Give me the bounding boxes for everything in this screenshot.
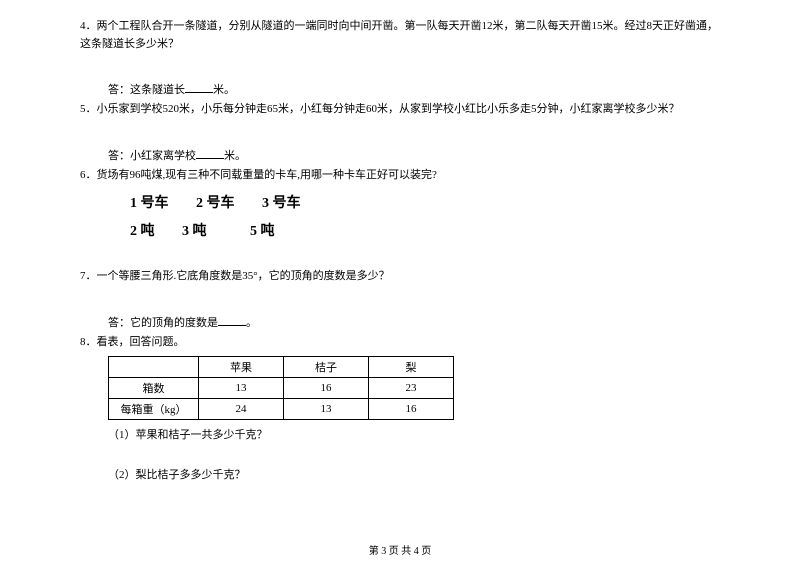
truck-3-label: 3 号车 [262,192,301,212]
table-row: 每箱重（kg） 24 13 16 [109,398,454,419]
q8-table: 苹果 桔子 梨 箱数 13 16 23 每箱重（kg） 24 13 16 [108,356,454,420]
th-orange: 桔子 [284,356,369,377]
q5-answer: 答：小红家离学校 米。 [108,147,720,163]
q5-answer-prefix: 答：小红家离学校 [108,150,196,162]
question-4: 4．两个工程队合开一条隧道，分别从隧道的一端同时向中间开凿。第一队每天开凿12米… [80,18,720,53]
table-row: 箱数 13 16 23 [109,377,454,398]
r1c3: 23 [369,377,454,398]
question-7: 7．一个等腰三角形.它底角度数是35°，它的顶角的度数是多少？ [80,268,720,286]
question-5: 5．小乐家到学校520米，小乐每分钟走65米，小红每分钟走60米，从家到学校小红… [80,101,720,119]
r1c0: 箱数 [109,377,199,398]
q5-answer-suffix: 米。 [224,150,246,162]
q8-sub2: （2）梨比桔子多多少千克？ [108,466,720,482]
truck-2-label: 2 号车 [196,192,235,212]
truck-1-label: 1 号车 [130,192,169,212]
th-apple: 苹果 [199,356,284,377]
truck-capacity-row: 2 吨 3 吨 5 吨 [130,220,720,240]
truck-2-cap: 3 吨 [182,220,207,240]
q8-sub1: （1）苹果和桔子一共多少千克？ [108,426,720,442]
r1c1: 13 [199,377,284,398]
r1c2: 16 [284,377,369,398]
th-pear: 梨 [369,356,454,377]
page-footer: 第 3 页 共 4 页 [0,542,800,557]
q4-answer: 答：这条隧道长 米。 [108,81,720,97]
truck-1-cap: 2 吨 [130,220,155,240]
q7-answer: 答：它的顶角的度数是 。 [108,314,720,330]
q7-answer-suffix: 。 [246,317,257,329]
q4-blank [185,82,213,93]
th-blank [109,356,199,377]
q4-answer-prefix: 答：这条隧道长 [108,84,185,96]
q7-blank [218,315,246,326]
r2c3: 16 [369,398,454,419]
r2c1: 24 [199,398,284,419]
q4-answer-suffix: 米。 [213,84,235,96]
q5-blank [196,148,224,159]
question-8: 8．看表，回答问题。 [80,334,720,352]
question-6: 6．货场有96吨煤,现有三种不同载重量的卡车,用哪一种卡车正好可以装完? [80,167,720,185]
truck-3-cap: 5 吨 [250,220,275,240]
r2c2: 13 [284,398,369,419]
truck-header-row: 1 号车 2 号车 3 号车 [130,192,720,212]
table-row: 苹果 桔子 梨 [109,356,454,377]
r2c0: 每箱重（kg） [109,398,199,419]
q8-table-wrap: 苹果 桔子 梨 箱数 13 16 23 每箱重（kg） 24 13 16 [108,356,720,420]
q7-answer-prefix: 答：它的顶角的度数是 [108,317,218,329]
